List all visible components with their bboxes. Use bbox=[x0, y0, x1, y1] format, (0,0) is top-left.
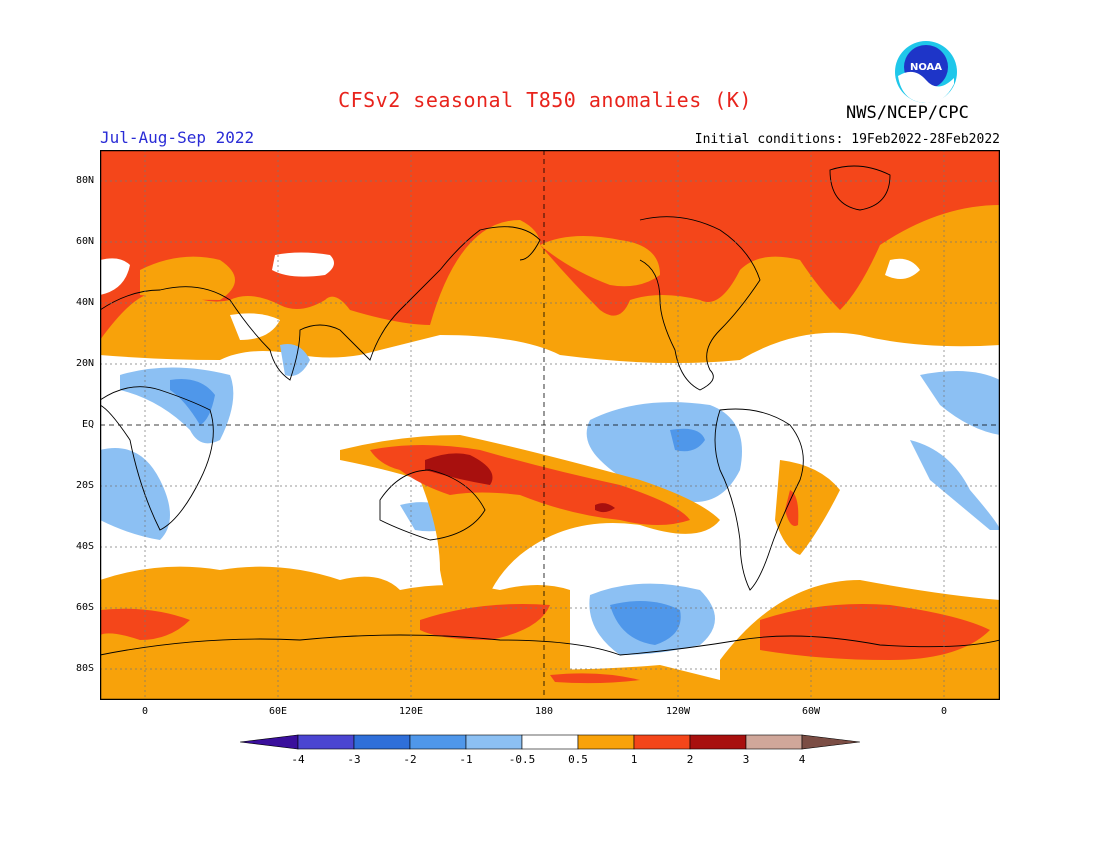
anomaly-region-blue-atlantic-east bbox=[920, 371, 1000, 435]
lon-label: 60W bbox=[801, 706, 821, 717]
anomaly-region-blue-indian bbox=[100, 448, 170, 540]
colorbar-segment bbox=[633, 734, 691, 750]
colorbar-label: 1 bbox=[631, 753, 638, 766]
noaa-logo: NOAA bbox=[895, 41, 957, 104]
initial-conditions-label: Initial conditions: 19Feb2022-28Feb2022 bbox=[694, 132, 1000, 147]
anomaly-region-blue-atlantic-south bbox=[910, 440, 1000, 530]
lat-label: 60N bbox=[75, 236, 94, 247]
season-label: Jul-Aug-Sep 2022 bbox=[100, 128, 255, 147]
colorbar-segment bbox=[801, 734, 860, 750]
colorbar-segment bbox=[240, 734, 299, 750]
colorbar-segment bbox=[353, 734, 411, 750]
anomaly-region-blue-pacific-deep bbox=[670, 428, 705, 452]
colorbar-segment bbox=[409, 734, 467, 750]
colorbar-label: 4 bbox=[799, 753, 806, 766]
anomaly-region-orange-pacific bbox=[540, 236, 660, 287]
lat-label: 60S bbox=[75, 602, 94, 613]
lat-label: 40S bbox=[75, 541, 94, 552]
anomaly-region-red-south-east bbox=[760, 604, 990, 660]
anomaly-region-blue-southern-deep bbox=[610, 601, 681, 645]
agency-label: NWS/NCEP/CPC bbox=[846, 103, 969, 123]
anomaly-region-blue-india bbox=[280, 344, 310, 376]
lon-label: 60E bbox=[268, 706, 288, 717]
colorbar-segment bbox=[521, 734, 579, 750]
anomaly-region-white-arabia bbox=[230, 313, 280, 340]
colorbar-label: -2 bbox=[403, 753, 416, 766]
map-title: CFSv2 seasonal T850 anomalies (K) bbox=[338, 88, 752, 112]
colorbar-segment bbox=[745, 734, 803, 750]
colorbar-segment bbox=[297, 734, 355, 750]
anomaly-region-red-south-west bbox=[100, 608, 190, 640]
colorbar-label: -1 bbox=[459, 753, 472, 766]
anomaly-region-darkred-spcz bbox=[425, 453, 493, 485]
lat-label: 40N bbox=[75, 297, 94, 308]
lat-label: EQ bbox=[81, 419, 94, 430]
lon-label: 0 bbox=[141, 706, 149, 717]
lat-label: 20S bbox=[75, 480, 94, 491]
colorbar-label: -3 bbox=[347, 753, 360, 766]
lon-label: 120E bbox=[398, 706, 424, 717]
anomaly-region-white-atlantic bbox=[885, 258, 920, 279]
anomaly-region-white-europe bbox=[100, 258, 130, 295]
lon-label: 0 bbox=[940, 706, 948, 717]
lat-label: 80N bbox=[75, 175, 94, 186]
colorbar-segment bbox=[465, 734, 523, 750]
colorbar-label: -0.5 bbox=[509, 753, 536, 766]
lat-label: 80S bbox=[75, 663, 94, 674]
lon-label: 180 bbox=[534, 706, 554, 717]
colorbar-label: 2 bbox=[687, 753, 694, 766]
anomaly-region-south-orange bbox=[100, 566, 570, 700]
anomaly-region-darkred-pacific bbox=[595, 503, 615, 513]
colorbar-label: -4 bbox=[291, 753, 305, 766]
colorbar-label: 0.5 bbox=[568, 753, 588, 766]
anomaly-region-orange-samerica bbox=[775, 460, 840, 555]
svg-text:NOAA: NOAA bbox=[910, 62, 942, 73]
colorbar: -4 -3 -2 -1 -0.5 0.5 1 2 3 4 bbox=[240, 734, 860, 766]
colorbar-label: 3 bbox=[743, 753, 750, 766]
anomaly-region-red-south-mid bbox=[420, 604, 550, 640]
anomaly-region-white-asia bbox=[272, 252, 334, 277]
anomaly-region-red-samerica bbox=[785, 490, 799, 526]
lon-label: 120W bbox=[665, 706, 691, 717]
colorbar-segment bbox=[689, 734, 747, 750]
lat-label: 20N bbox=[75, 358, 94, 369]
anomaly-region-red-south-ross bbox=[550, 673, 640, 684]
anomaly-map bbox=[100, 150, 1000, 700]
coastlines bbox=[100, 165, 1000, 656]
colorbar-segment bbox=[577, 734, 635, 750]
